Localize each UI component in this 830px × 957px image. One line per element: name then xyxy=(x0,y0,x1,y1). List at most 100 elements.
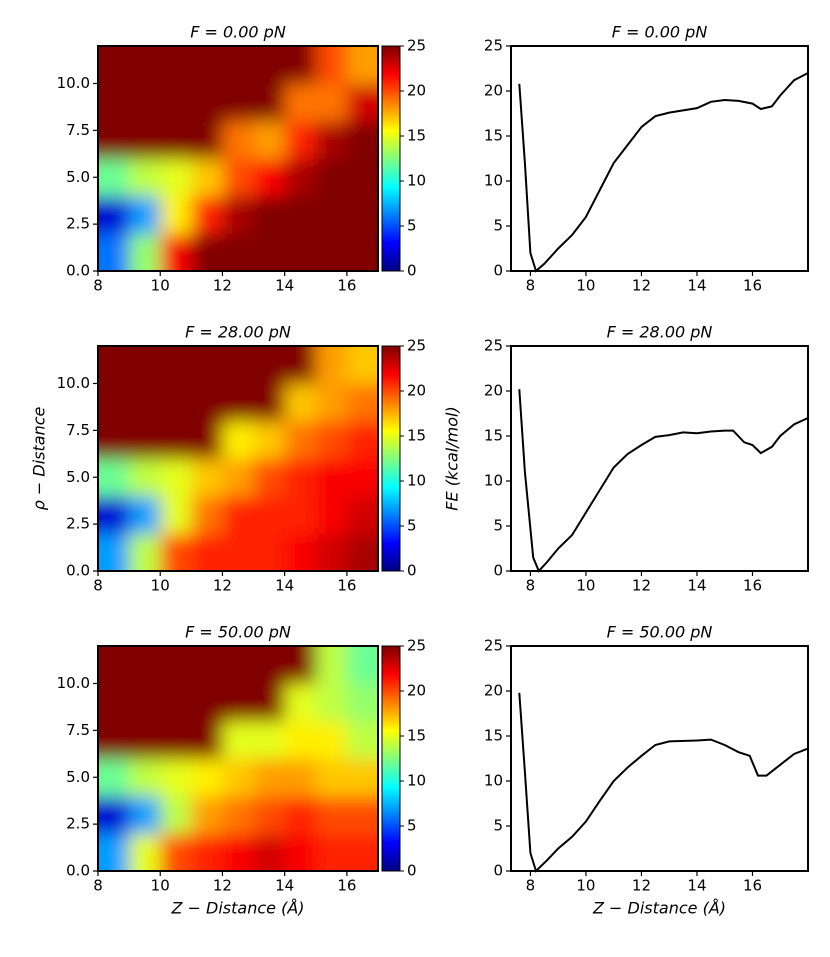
heat-cell xyxy=(98,721,130,759)
colorbar-frame xyxy=(381,45,401,272)
colorbar-step xyxy=(382,841,400,845)
heat-cell xyxy=(222,533,255,571)
axes-frame xyxy=(510,645,809,872)
heat-cell xyxy=(98,196,130,234)
colorbar-step xyxy=(382,519,400,522)
colorbar-step xyxy=(382,221,400,225)
x-axis-label: Z − Distance (Å) xyxy=(592,899,726,918)
colorbar-step xyxy=(382,411,400,414)
heat-cell xyxy=(284,346,317,384)
heat-cell xyxy=(98,796,130,834)
heat-cell xyxy=(253,46,286,84)
panel: 0 5 10 15 20 25 8 10 12 14 16 0.0 2.5 5.0 7.5 10.0 F = 5… xyxy=(57,623,427,918)
line xyxy=(518,389,809,573)
colorbar-step xyxy=(382,821,400,825)
heat-cell xyxy=(346,346,378,384)
colorbar-step xyxy=(382,679,400,683)
heat-cell xyxy=(98,646,130,684)
colorbar-step xyxy=(382,695,400,699)
y-tick-label: 10 xyxy=(484,172,503,190)
colorbar-step xyxy=(382,75,400,78)
colorbar-step xyxy=(382,253,400,256)
x-tick-label: 8 xyxy=(526,577,536,595)
colorbar-step xyxy=(382,778,400,782)
y-tick-label: 15 xyxy=(484,127,503,145)
colorbar-step xyxy=(382,844,400,847)
colorbar-step xyxy=(382,79,400,83)
colorbar-step xyxy=(382,751,400,755)
colorbar-step xyxy=(382,402,400,405)
panel: 0 5 10 15 20 25 8 10 12 14 16 0.0 2.5 5.0 7.5 10.0 F = 0… xyxy=(57,23,427,295)
colorbar-step xyxy=(382,109,400,112)
panel: 8 10 12 14 16 0 5 10 15 20 25 F = 0.00 pN xyxy=(484,23,809,295)
y-tick-label: 25 xyxy=(484,337,503,355)
heatmap-cells xyxy=(98,46,378,271)
colorbar-step xyxy=(382,122,400,126)
colorbar-step xyxy=(382,693,400,696)
colorbar-step xyxy=(382,127,400,130)
colorbar-step xyxy=(382,106,400,110)
colorbar-step xyxy=(382,391,400,394)
colorbar-step xyxy=(382,156,400,159)
y-tick-label: 7.5 xyxy=(66,721,90,739)
colorbar-step xyxy=(382,508,400,511)
heat-cell xyxy=(191,158,223,197)
colorbar-step xyxy=(382,832,400,836)
x-tick-label: 12 xyxy=(632,277,651,295)
colorbar-step xyxy=(382,145,400,148)
heat-cell xyxy=(129,796,161,834)
colorbar-tick-label: 20 xyxy=(407,382,426,400)
colorbar-step xyxy=(382,774,400,777)
panel-title: F = 28.00 pN xyxy=(607,323,713,342)
x-tick-label: 14 xyxy=(275,577,294,595)
colorbar-step xyxy=(382,129,400,132)
heat-cell xyxy=(129,496,161,534)
colorbar-step xyxy=(382,438,400,441)
colorbar-step xyxy=(382,147,400,150)
colorbar-step xyxy=(382,675,400,678)
heat-cell xyxy=(160,496,192,534)
colorbar-step xyxy=(382,805,400,809)
y-tick-label: 5.0 xyxy=(66,168,90,186)
colorbar-step xyxy=(382,346,400,349)
colorbar-step xyxy=(382,731,400,735)
colorbar-tick-label: 15 xyxy=(407,127,426,145)
heat-cell xyxy=(191,383,223,422)
colorbar-step xyxy=(382,384,400,387)
heat-cell xyxy=(129,158,161,197)
colorbar-step xyxy=(382,859,400,863)
colorbar-tick-label: 10 xyxy=(407,472,426,490)
colorbar-step xyxy=(382,706,400,710)
heat-cell xyxy=(98,683,130,722)
heat-cell xyxy=(253,196,286,234)
colorbar-step xyxy=(382,481,400,484)
y-axis-label: FE (kcal/mol) xyxy=(443,406,462,510)
colorbar-tick-label: 5 xyxy=(407,517,417,535)
colorbar-step xyxy=(382,368,400,372)
colorbar-tick-label: 10 xyxy=(407,172,426,190)
heat-cell xyxy=(315,121,348,159)
colorbar-step xyxy=(382,745,400,748)
colorbar-step xyxy=(382,697,400,701)
colorbar-step xyxy=(382,808,400,811)
x-tick-label: 14 xyxy=(687,877,706,895)
colorbar-step xyxy=(382,749,400,753)
heat-cell xyxy=(222,383,255,422)
y-tick-label: 25 xyxy=(484,37,503,55)
heat-cell xyxy=(253,421,286,459)
x-tick-label: 12 xyxy=(213,577,232,595)
colorbar-step xyxy=(382,154,400,157)
y-tick-label: 2.5 xyxy=(66,215,90,233)
colorbar-tick-label: 25 xyxy=(407,337,426,355)
colorbar-step xyxy=(382,720,400,723)
colorbar-step xyxy=(382,169,400,173)
heat-cell xyxy=(98,758,130,797)
colorbar-step xyxy=(382,93,400,96)
heat-cell xyxy=(222,83,255,122)
colorbar-step xyxy=(382,88,400,92)
colorbar-step xyxy=(382,850,400,854)
colorbar-step xyxy=(382,521,400,525)
colorbar-step xyxy=(382,406,400,410)
heat-cell xyxy=(191,346,223,384)
colorbar-step xyxy=(382,160,400,164)
